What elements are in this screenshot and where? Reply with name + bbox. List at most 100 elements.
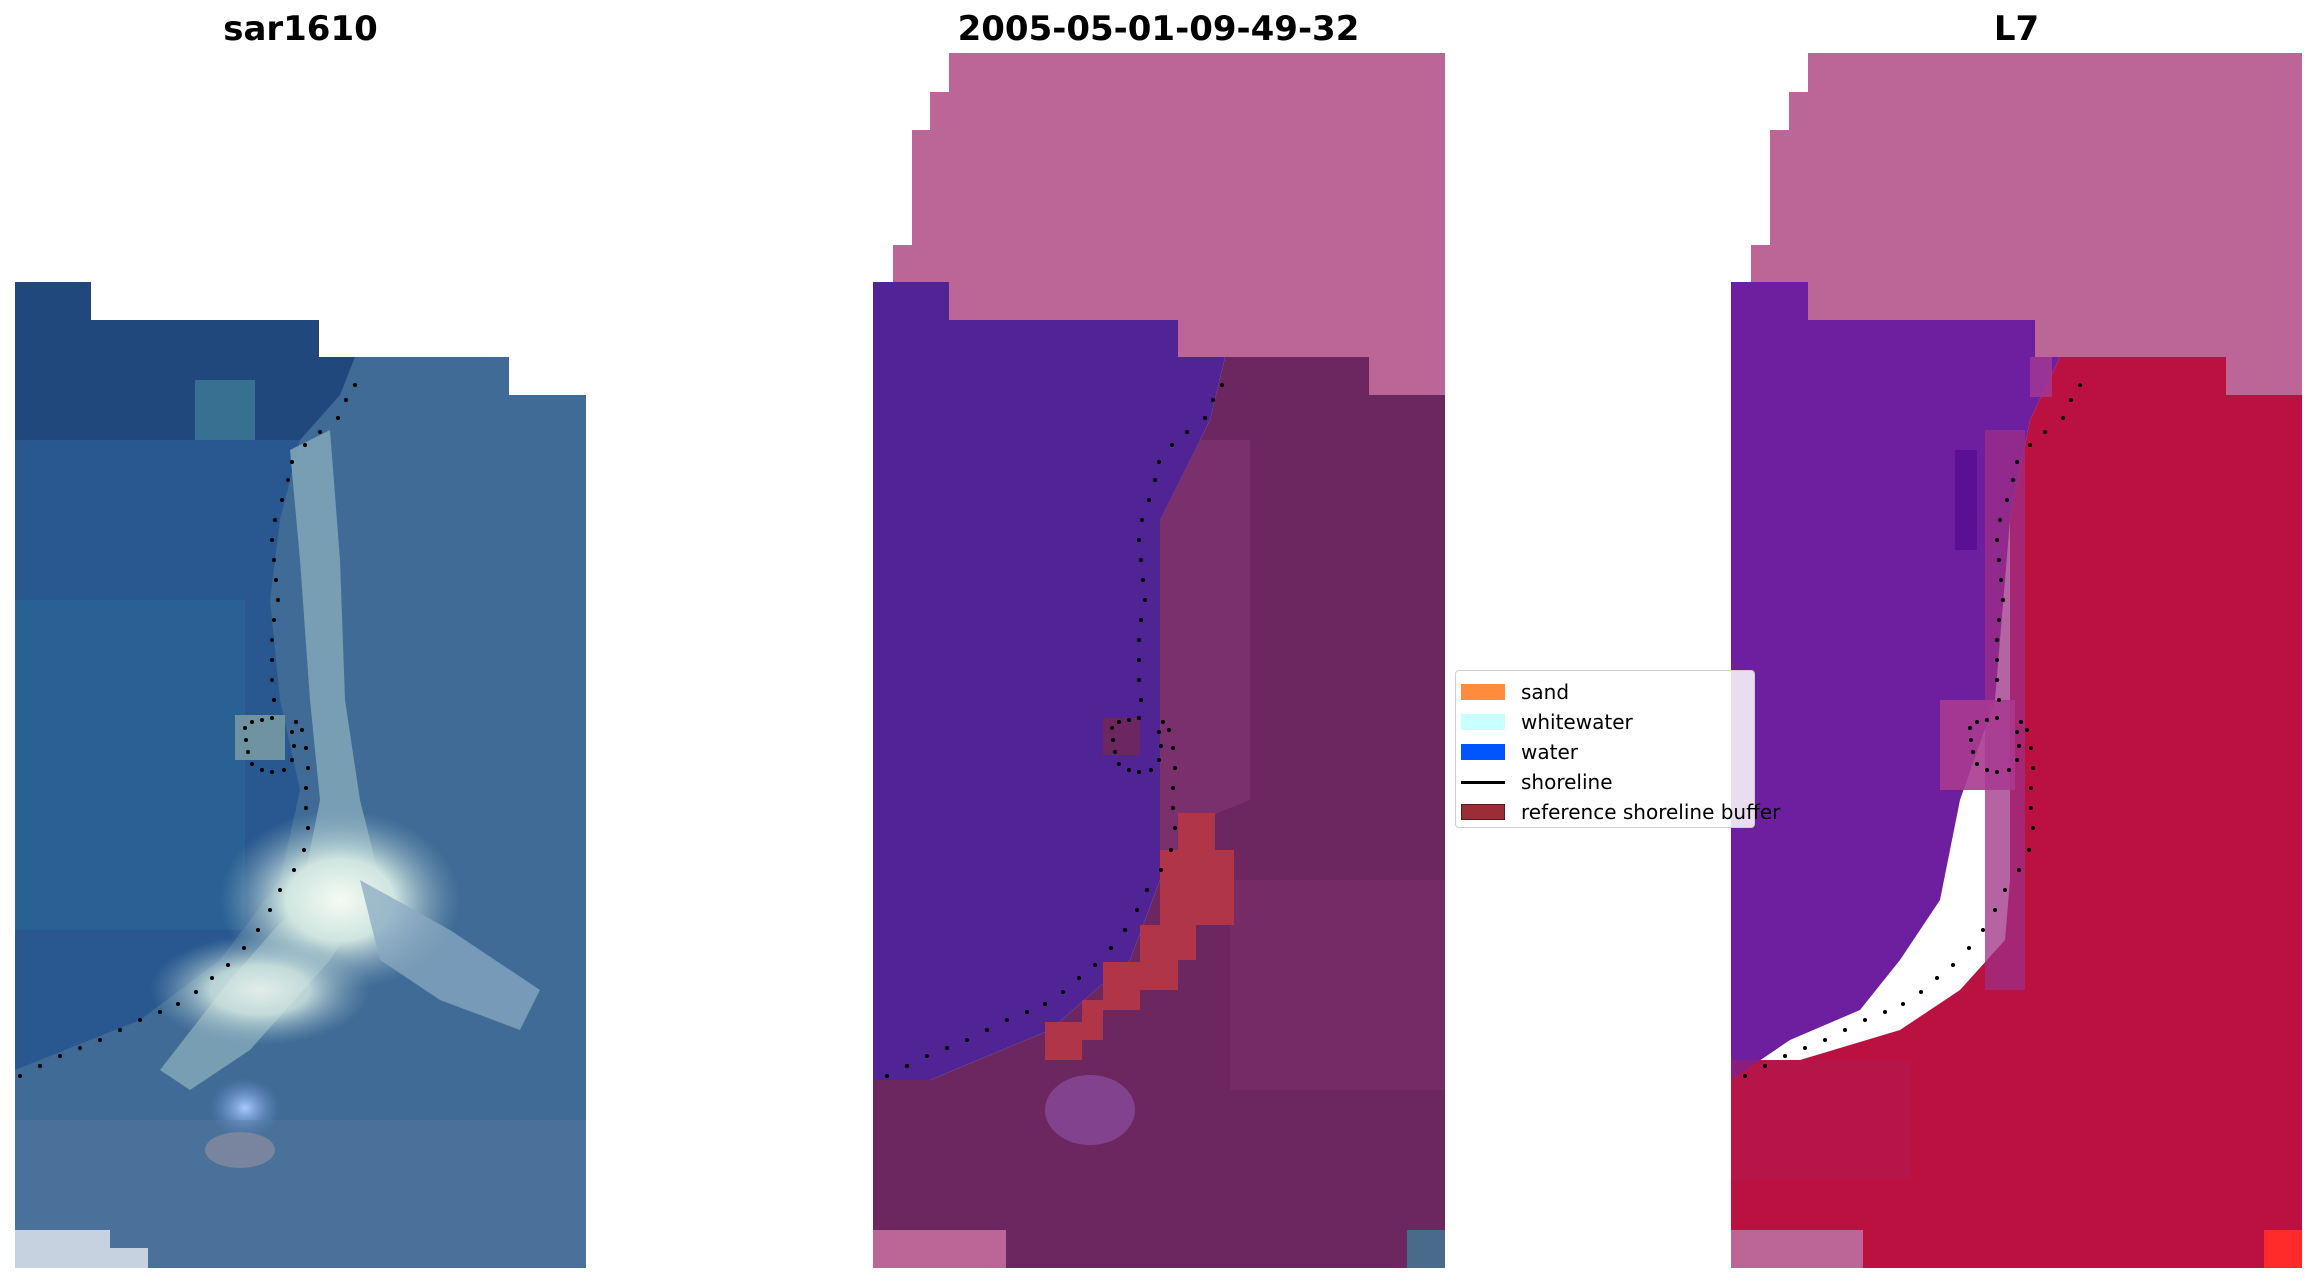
shoreline-dot — [1743, 1074, 1747, 1078]
shoreline-dot — [306, 766, 310, 770]
shoreline-dot — [2011, 478, 2015, 482]
shoreline-dot — [1993, 908, 1997, 912]
shoreline-dot — [1117, 762, 1121, 766]
shoreline-dot — [118, 1028, 122, 1032]
shoreline-dot — [270, 716, 274, 720]
index-islet — [1940, 700, 2015, 790]
shoreline-right — [1743, 383, 2082, 1078]
shoreline-dot — [270, 638, 274, 642]
shoreline-dot — [1025, 1010, 1029, 1014]
shoreline-dot — [2017, 744, 2021, 748]
shoreline-dot — [1135, 908, 1139, 912]
rgb-right-arm — [360, 880, 540, 1030]
shoreline-dot — [290, 730, 294, 734]
shoreline-dot — [1985, 718, 1989, 722]
shoreline-dot — [1863, 1018, 1867, 1022]
shoreline-dot — [158, 1010, 162, 1014]
corner-tile — [1407, 1230, 1445, 1268]
shoreline-dot — [1919, 990, 1923, 994]
shoreline-dot — [2069, 398, 2073, 402]
shoreline-dot — [1140, 518, 1144, 522]
shoreline-dot — [2078, 383, 2082, 387]
index-image — [1731, 53, 2302, 1268]
shoreline-dot — [2028, 443, 2032, 447]
legend-item-reference-shoreline: reference shoreline buffer — [1456, 797, 1780, 827]
shoreline-dot — [1137, 678, 1141, 682]
shoreline-dot — [1137, 658, 1141, 662]
shoreline-dot — [353, 383, 357, 387]
legend-swatch-water — [1461, 744, 1505, 760]
shoreline-dot — [1127, 768, 1131, 772]
shoreline-dot — [985, 1028, 989, 1032]
shoreline-dot — [2029, 786, 2033, 790]
shoreline-dot — [300, 728, 304, 732]
shoreline-left — [18, 383, 357, 1078]
rgb-pink-spot — [205, 1132, 275, 1168]
shoreline-dot — [2027, 848, 2031, 852]
shoreline-dot — [1995, 678, 1999, 682]
shoreline-dot — [1137, 538, 1141, 542]
middle-purple-spot — [1045, 1075, 1135, 1145]
shoreline-dot — [1159, 744, 1163, 748]
shoreline-dot — [1145, 888, 1149, 892]
index-corner-tile — [2264, 1230, 2302, 1268]
shoreline-dot — [1173, 766, 1177, 770]
shoreline-dot — [2025, 728, 2029, 732]
shoreline-dot — [1127, 718, 1131, 722]
shoreline-dot — [1803, 1046, 1807, 1050]
shoreline-dot — [2001, 598, 2005, 602]
shoreline-dot — [302, 848, 306, 852]
legend: sand whitewater water shoreline referenc… — [1455, 670, 1780, 828]
shoreline-dot — [278, 888, 282, 892]
shoreline-dot — [1043, 1002, 1047, 1006]
shoreline-dot — [272, 618, 276, 622]
shoreline-dot — [78, 1046, 82, 1050]
shoreline-dot — [272, 698, 276, 702]
shoreline-dot — [1157, 460, 1161, 464]
shoreline-dot — [38, 1064, 42, 1068]
shoreline-dot — [2019, 720, 2023, 724]
shoreline-dot — [2015, 758, 2019, 762]
shoreline-dot — [1171, 746, 1175, 750]
shoreline-dot — [290, 460, 294, 464]
shoreline-dot — [1211, 398, 1215, 402]
shoreline-dot — [1975, 762, 1979, 766]
rgb-bottom-shade — [15, 1120, 586, 1268]
shoreline-dot — [1137, 716, 1141, 720]
legend-line-shoreline — [1461, 781, 1505, 784]
shoreline-dot — [336, 416, 340, 420]
shoreline-dot — [1157, 758, 1161, 762]
rgb-image — [15, 282, 586, 1268]
buffer-region — [1045, 813, 1234, 1060]
shoreline-dot — [290, 758, 294, 762]
shoreline-dot — [270, 678, 274, 682]
shoreline-dot — [2007, 768, 2011, 772]
shoreline-dot — [276, 598, 280, 602]
legend-item-shoreline: shoreline — [1456, 767, 1754, 797]
middle-islet — [1103, 718, 1140, 755]
legend-swatch-reference-shoreline — [1461, 804, 1505, 820]
shoreline-dot — [243, 726, 247, 730]
legend-swatch-whitewater — [1461, 714, 1505, 730]
shoreline-dot — [1111, 738, 1115, 742]
shoreline-dot — [58, 1054, 62, 1058]
shoreline-dot — [1061, 990, 1065, 994]
shoreline-dot — [1843, 1028, 1847, 1032]
shoreline-dot — [2015, 730, 2019, 734]
index-masked-bottom — [1731, 1230, 1863, 1268]
shoreline-dot — [2029, 806, 2033, 810]
shoreline-dot — [1883, 1010, 1887, 1014]
shoreline-dot — [306, 826, 310, 830]
shoreline-dot — [1141, 578, 1145, 582]
shoreline-dot — [1998, 518, 2002, 522]
shoreline-dot — [1971, 750, 1975, 754]
shoreline-dot — [1139, 618, 1143, 622]
shoreline-dot — [885, 1074, 889, 1078]
shoreline-dot — [244, 738, 248, 742]
index-dark-water-strip — [1955, 450, 1977, 550]
shoreline-dot — [242, 946, 246, 950]
shoreline-dot — [280, 498, 284, 502]
shoreline-dot — [1077, 976, 1081, 980]
